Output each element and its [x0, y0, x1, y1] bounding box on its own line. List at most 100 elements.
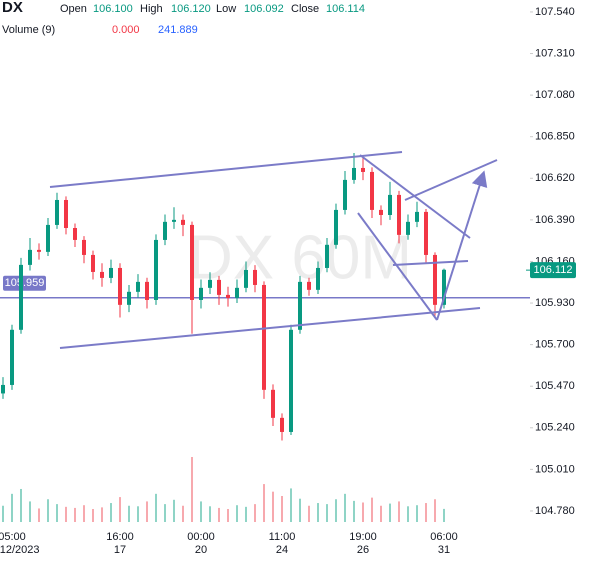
- volume-bar: [56, 504, 58, 522]
- candle-body: [298, 281, 302, 330]
- volume-bar: [425, 503, 427, 522]
- volume-bar: [236, 505, 238, 522]
- volume-bar: [434, 499, 436, 522]
- volume-bar: [83, 505, 85, 522]
- volume-bar: [74, 507, 76, 522]
- candle-body: [181, 219, 185, 225]
- candle-body: [343, 179, 347, 210]
- volume-bar: [281, 496, 283, 522]
- volume-bar: [443, 508, 445, 522]
- volume-bar: [65, 506, 67, 522]
- candle-body: [442, 269, 446, 305]
- candle-body: [244, 269, 248, 288]
- volume-bar: [272, 491, 274, 522]
- y-tick-label: 106.390: [535, 214, 575, 226]
- x-tick-label: 06:00: [430, 531, 458, 543]
- candle-body: [82, 239, 86, 255]
- candle-body: [352, 167, 356, 180]
- volume-bar: [290, 488, 292, 522]
- volume-bar: [128, 505, 130, 522]
- candle-body: [316, 267, 320, 290]
- volume-bar: [380, 505, 382, 522]
- label: Low: [216, 3, 236, 15]
- volume-bar: [164, 504, 166, 522]
- volume-bar: [344, 493, 346, 522]
- candle-body: [64, 199, 68, 229]
- candle-body: [424, 211, 428, 255]
- candle-body: [28, 249, 32, 265]
- value: 106.092: [244, 3, 284, 15]
- value: 0.000: [112, 24, 140, 36]
- candle-body: [127, 291, 131, 305]
- candle-body: [226, 294, 230, 298]
- volume-bar: [47, 499, 49, 522]
- volume-bar: [209, 506, 211, 522]
- candle-body: [55, 199, 59, 225]
- volume-bar: [29, 501, 31, 522]
- candle-body: [73, 228, 77, 240]
- volume-bar: [2, 505, 4, 522]
- candle-body: [163, 221, 167, 240]
- candle-body: [109, 267, 113, 278]
- volume-bar: [254, 504, 256, 522]
- x-tick-sublabel: 26: [357, 544, 369, 556]
- last-price-label: 106.112: [534, 264, 573, 276]
- x-tick-label: 11:00: [269, 531, 296, 543]
- candle-body: [136, 281, 140, 292]
- value: 106.100: [93, 3, 133, 15]
- level-label: 105.959: [5, 277, 45, 289]
- volume-bar: [101, 507, 103, 522]
- candle-body: [361, 167, 365, 172]
- value: 106.114: [326, 3, 365, 15]
- trend-lines: [49, 151, 498, 349]
- volume-bar: [227, 509, 229, 522]
- candle-body: [100, 271, 104, 278]
- x-tick-label: 19:00: [349, 531, 377, 543]
- candle-body: [91, 254, 95, 272]
- y-tick-label: 107.310: [535, 47, 575, 59]
- candle-body: [262, 284, 266, 390]
- level-badge: [3, 275, 46, 291]
- x-tick-label: 05:00: [0, 531, 26, 543]
- volume-bar: [245, 506, 247, 522]
- candle-body: [271, 389, 275, 418]
- volume-bar: [416, 505, 418, 522]
- candle-body: [1, 384, 5, 394]
- candle-body: [118, 267, 122, 305]
- volume-bar: [218, 507, 220, 522]
- value: 106.120: [171, 3, 211, 15]
- candle-body: [10, 329, 14, 385]
- symbol: DX: [2, 0, 23, 16]
- volume-bar: [371, 497, 373, 522]
- volume-bar: [326, 504, 328, 522]
- trend-line: [404, 159, 498, 201]
- candle-body: [334, 209, 338, 245]
- volume-bar: [335, 499, 337, 522]
- candle-body: [217, 279, 221, 295]
- volume-bar: [119, 497, 121, 522]
- candle-body: [199, 287, 203, 300]
- last-price-badge: [530, 262, 576, 279]
- x-tick-sublabel: 17: [114, 544, 126, 556]
- volume-bar: [299, 498, 301, 522]
- y-tick-label: 107.080: [535, 89, 575, 101]
- y-tick-label: 104.780: [535, 505, 575, 517]
- candle-body: [19, 264, 23, 330]
- volume-bar: [146, 501, 148, 522]
- candle-body: [325, 244, 329, 268]
- candle-body: [235, 287, 239, 298]
- volume-bar: [92, 509, 94, 522]
- y-tick-label: 105.240: [535, 422, 575, 434]
- volume-bar: [317, 503, 319, 522]
- volume-bar: [362, 502, 364, 522]
- arrow: [436, 170, 488, 321]
- candle-body: [415, 211, 419, 222]
- candle-body: [280, 417, 284, 432]
- trend-line: [59, 307, 481, 349]
- value: 241.889: [158, 24, 198, 36]
- y-tick-label: 106.850: [535, 131, 575, 143]
- volume-bar: [137, 506, 139, 522]
- label: High: [140, 3, 163, 15]
- candle-body: [46, 224, 50, 252]
